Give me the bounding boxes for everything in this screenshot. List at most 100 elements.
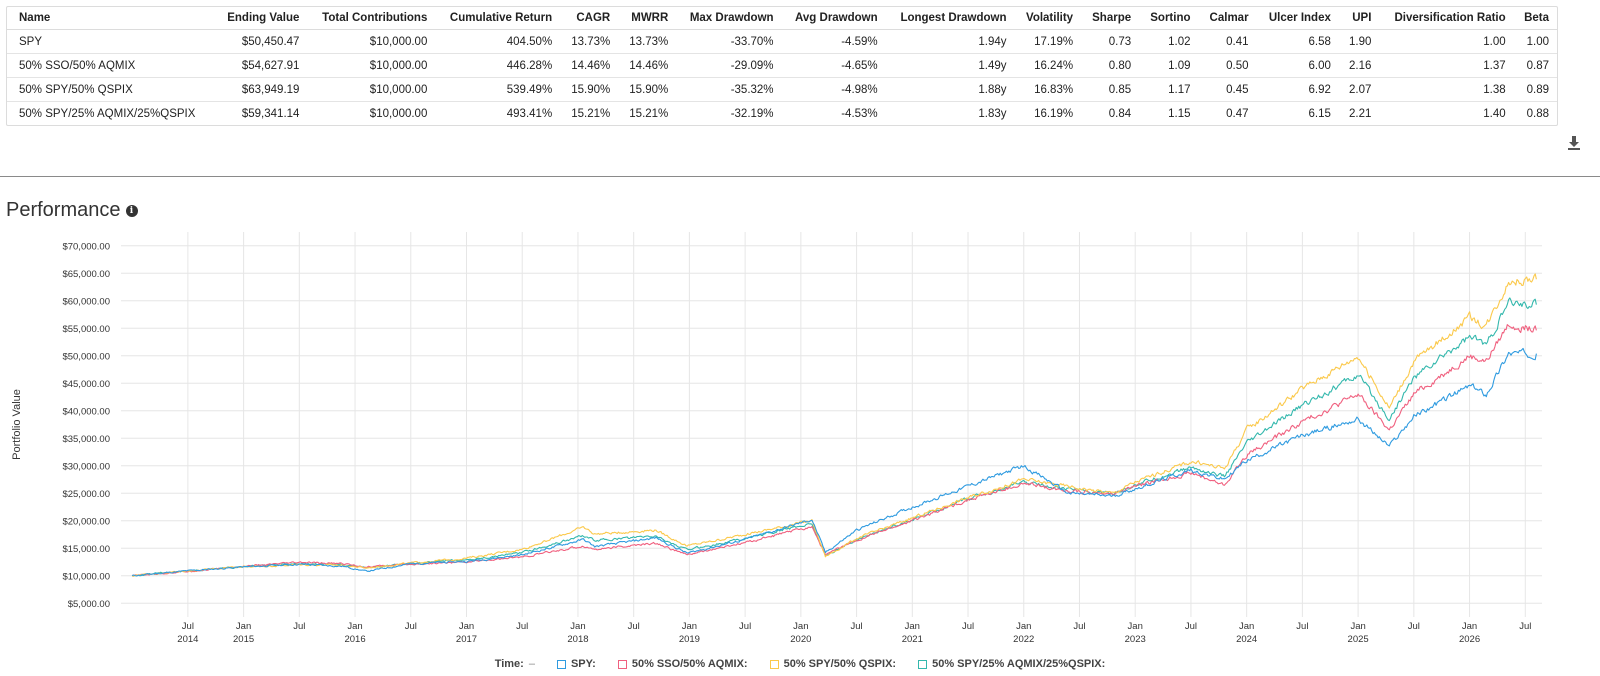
performance-title: Performance (6, 199, 121, 221)
column-header[interactable]: Ending Value (214, 7, 308, 30)
metric-cell: 539.49% (435, 77, 561, 102)
metric-cell: 1.09 (1139, 53, 1199, 78)
column-header[interactable]: Name (7, 7, 215, 30)
x-year-label: 2019 (679, 634, 700, 645)
metrics-table-container: Name Ending Value Total Contributions Cumul… (6, 6, 1558, 126)
metric-cell: 0.87 (1513, 53, 1557, 78)
metric-cell: 446.28% (435, 53, 561, 78)
metric-cell: 1.00 (1513, 29, 1557, 54)
x-tick-label: Jul (1408, 621, 1420, 632)
performance-chart: $5,000.00 $10,000.00 $15,000.00 $20,000.00 $… (11, 232, 1542, 645)
column-header[interactable]: Diversification Ratio (1379, 7, 1514, 30)
column-header[interactable]: Total Contributions (307, 7, 436, 30)
column-header[interactable]: Cumulative Return (435, 7, 561, 30)
metric-cell: 0.45 (1198, 77, 1257, 102)
metric-cell: 1.38 (1379, 77, 1514, 102)
column-header[interactable]: Ulcer Index (1256, 7, 1339, 30)
x-year-label: 2020 (790, 634, 811, 645)
info-icon[interactable]: i (125, 204, 138, 217)
legend-item-sso-aqmix[interactable]: 50% SSO/50% AQMIX: (617, 658, 748, 670)
metric-cell: 16.19% (1034, 107, 1074, 120)
metric-cell: $63,949.19 (214, 77, 308, 102)
column-header[interactable]: Sharpe (1081, 7, 1140, 30)
legend-swatch (617, 659, 627, 669)
metric-cell: 0.80 (1081, 53, 1140, 78)
x-tick-label: Jan (459, 621, 474, 632)
table-row: 50% SSO/50% AQMIX $54,627.91 $10,000.00 446… (7, 53, 1557, 78)
metric-cell: 1.17 (1139, 77, 1199, 102)
x-tick-label: Jul (962, 621, 974, 632)
metric-cell: 14.46% (560, 53, 619, 78)
y-tick-label: $15,000.00 (62, 544, 110, 555)
column-header[interactable]: UPI (1338, 7, 1380, 30)
metric-cell: 1.02 (1139, 29, 1199, 54)
metric-cell: 15.21% (629, 107, 669, 120)
portfolio-name-cell: 50% SSO/50% AQMIX (7, 53, 215, 78)
x-tick-label: Jul (182, 621, 194, 632)
column-header[interactable]: Volatility (1014, 7, 1082, 30)
metric-cell: 16.24% (1014, 53, 1082, 78)
metric-cell: 404.50% (435, 29, 561, 54)
y-tick-label: $30,000.00 (62, 461, 110, 472)
y-axis-label: Portfolio Value (11, 389, 23, 460)
x-year-label: 2026 (1459, 634, 1480, 645)
metric-cell: 0.41 (1198, 29, 1257, 54)
legend-label: 50% SPY/50% QSPIX: (783, 658, 897, 670)
metric-cell: 1.94y (885, 29, 1015, 54)
y-tick-label: $50,000.00 (62, 351, 110, 362)
download-arrow-icon (1568, 136, 1580, 150)
x-tick-label: Jan (793, 621, 808, 632)
metric-cell: 6.92 (1256, 77, 1339, 102)
metric-cell: -4.65% (781, 53, 886, 78)
column-header[interactable]: Sortino (1139, 7, 1199, 30)
series-line-1[interactable] (131, 324, 1537, 577)
x-tick-label: Jul (739, 621, 751, 632)
x-tick-label: Jan (570, 621, 585, 632)
column-header[interactable]: Calmar (1198, 7, 1257, 30)
series-line-2[interactable] (131, 273, 1537, 577)
column-header[interactable]: CAGR (560, 7, 619, 30)
column-header[interactable]: Longest Drawdown (885, 7, 1015, 30)
metric-cell: -35.32% (676, 77, 782, 102)
y-tick-label: $70,000.00 (62, 241, 110, 252)
portfolio-name-cell: 50% SPY/25% AQMIX/25%QSPIX (19, 107, 196, 120)
y-tick-label: $45,000.00 (62, 379, 110, 390)
legend-label: SPY: (570, 658, 596, 670)
x-tick-label: Jan (236, 621, 251, 632)
x-tick-label: Jul (1073, 621, 1085, 632)
legend-item-spy[interactable]: SPY: (556, 658, 596, 670)
metric-cell: -4.53% (841, 107, 878, 120)
download-icon[interactable] (1564, 133, 1584, 153)
column-header[interactable]: Avg Drawdown (781, 7, 886, 30)
legend-time-value: – (528, 658, 535, 670)
metric-cell: 6.00 (1256, 53, 1339, 78)
metric-cell: -33.70% (676, 29, 782, 54)
metric-cell: -4.59% (781, 29, 886, 54)
column-header[interactable]: Beta (1513, 7, 1557, 30)
legend-label: 50% SSO/50% AQMIX: (631, 658, 748, 670)
legend-item-spy-qspix[interactable]: 50% SPY/50% QSPIX: (769, 658, 897, 670)
metric-cell: 15.21% (571, 107, 611, 120)
x-tick-label: Jan (1462, 621, 1477, 632)
metric-cell: $10,000.00 (307, 77, 436, 102)
metric-cell: 16.83% (1014, 77, 1082, 102)
y-tick-label: $60,000.00 (62, 296, 110, 307)
legend-item-spy-aqmix-qspix[interactable]: 50% SPY/25% AQMIX/25%QSPIX: (918, 658, 1105, 670)
metric-cell: $50,450.47 (214, 29, 308, 54)
y-tick-label: $40,000.00 (62, 406, 110, 417)
legend-swatch (556, 659, 566, 669)
x-year-label: 2014 (177, 634, 198, 645)
metric-cell: 1.00 (1379, 29, 1514, 54)
column-header[interactable]: MWRR (618, 7, 677, 30)
metric-cell: 17.19% (1014, 29, 1082, 54)
chart-legend: Time: – SPY: 50% SSO/50% AQMIX: 50% SPY/… (0, 656, 1600, 672)
series-line-3[interactable] (132, 297, 1537, 577)
y-tick-label: $20,000.00 (62, 516, 110, 527)
metric-cell: -29.09% (676, 53, 782, 78)
series-line-0[interactable] (131, 347, 1537, 577)
metric-cell: 493.41% (506, 107, 553, 120)
metric-cell: 1.83y (978, 107, 1007, 120)
column-header[interactable]: Max Drawdown (676, 7, 782, 30)
metric-cell: 0.88 (1526, 107, 1549, 120)
x-tick-label: Jan (1128, 621, 1143, 632)
